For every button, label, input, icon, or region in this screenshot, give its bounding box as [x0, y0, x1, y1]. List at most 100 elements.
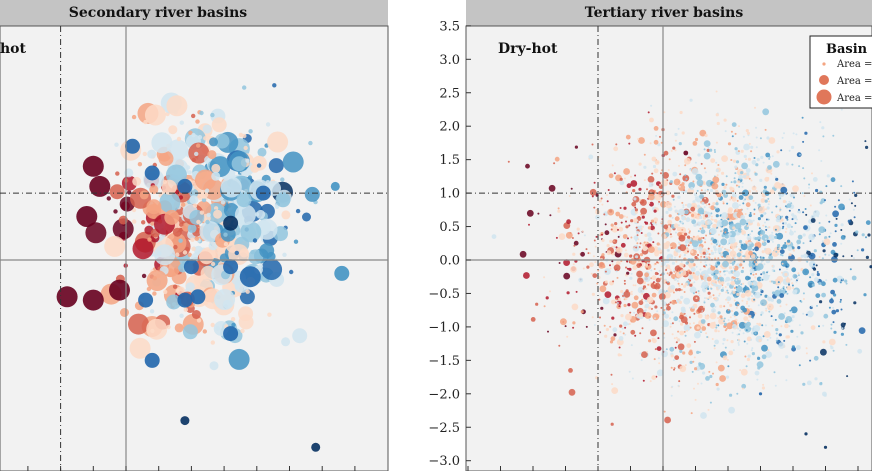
scatter-point: [626, 216, 629, 219]
scatter-point: [726, 282, 730, 286]
scatter-point: [282, 151, 304, 173]
scatter-point: [684, 180, 686, 183]
scatter-point: [654, 317, 656, 320]
scatter-point: [719, 275, 722, 278]
legend-title: Basin: [826, 42, 868, 57]
scatter-point: [726, 358, 729, 361]
scatter-point: [716, 121, 720, 126]
scatter-point: [680, 306, 686, 312]
scatter-point: [697, 292, 700, 295]
scatter-point: [663, 336, 666, 339]
scatter-point: [774, 384, 777, 387]
scatter-point: [706, 252, 709, 255]
scatter-point: [722, 355, 728, 361]
scatter-point: [771, 291, 776, 295]
scatter-point: [758, 206, 765, 214]
scatter-point: [805, 213, 808, 216]
scatter-point: [684, 334, 687, 337]
scatter-point: [661, 179, 669, 187]
scatter-point: [611, 387, 619, 394]
scatter-point: [220, 176, 242, 198]
scatter-point: [778, 333, 782, 337]
scatter-point: [816, 272, 820, 277]
scatter-point: [764, 324, 767, 327]
scatter-point: [733, 299, 736, 302]
scatter-point: [662, 320, 669, 328]
scatter-point: [623, 303, 627, 308]
scatter-point: [683, 297, 691, 305]
scatter-point: [723, 228, 729, 233]
scatter-point: [256, 209, 266, 219]
scatter-point: [644, 263, 649, 267]
scatter-point: [774, 289, 782, 297]
scatter-point: [741, 383, 747, 389]
scatter-point: [195, 169, 216, 191]
scatter-point: [250, 250, 255, 255]
scatter-point: [646, 232, 652, 238]
scatter-point: [770, 315, 773, 318]
scatter-point: [166, 294, 182, 310]
scatter-point: [673, 223, 679, 229]
scatter-point: [199, 210, 205, 215]
scatter-point: [682, 206, 685, 209]
scatter-point: [760, 278, 763, 280]
scatter-point: [692, 360, 695, 363]
scatter-point: [779, 249, 785, 255]
scatter-point: [826, 174, 830, 178]
scatter-point: [792, 273, 798, 279]
scatter-point: [604, 291, 612, 298]
scatter-point: [673, 251, 679, 257]
scatter-point: [617, 228, 619, 231]
scatter-point: [762, 383, 765, 386]
scatter-point: [768, 137, 776, 144]
scatter-point: [738, 195, 744, 200]
scatter-point: [653, 282, 656, 285]
scatter-point: [742, 282, 745, 285]
scatter-point: [724, 286, 727, 288]
scatter-point: [825, 279, 828, 282]
scatter-point: [651, 156, 657, 162]
scatter-point: [191, 113, 196, 119]
scatter-point: [832, 242, 837, 247]
scatter-point: [695, 252, 698, 255]
scatter-point: [710, 212, 713, 215]
scatter-point: [766, 239, 771, 243]
scatter-point: [757, 217, 762, 221]
scatter-point: [755, 126, 757, 129]
scatter-point: [748, 250, 753, 256]
scatter-point: [644, 309, 647, 312]
scatter-point: [717, 247, 723, 253]
scatter-point: [752, 281, 758, 286]
scatter-point: [663, 224, 669, 230]
scatter-point: [691, 213, 695, 217]
scatter-point: [692, 272, 695, 275]
scatter-point: [592, 273, 598, 278]
scatter-point: [778, 342, 785, 349]
scatter-point: [722, 202, 725, 205]
scatter-point: [721, 182, 725, 186]
scatter-point: [732, 322, 735, 325]
scatter-point: [858, 327, 866, 334]
scatter-point: [794, 289, 798, 293]
scatter-point: [643, 153, 646, 156]
scatter-point: [177, 178, 193, 194]
scatter-point: [791, 284, 794, 287]
scatter-point: [591, 195, 594, 198]
scatter-point: [757, 304, 760, 307]
scatter-point: [791, 145, 795, 149]
scatter-point: [694, 137, 699, 142]
scatter-point: [573, 240, 579, 246]
scatter-point: [735, 160, 740, 164]
scatter-point: [646, 262, 649, 264]
scatter-point: [302, 212, 311, 222]
scatter-point: [681, 270, 684, 273]
scatter-point: [175, 252, 180, 257]
scatter-point: [735, 285, 743, 293]
plot-area: [465, 25, 872, 471]
scatter-point: [747, 319, 750, 322]
scatter-point: [812, 267, 817, 271]
scatter-point: [654, 348, 657, 351]
scatter-point: [715, 90, 718, 93]
scatter-point: [689, 283, 693, 287]
scatter-point: [846, 375, 849, 378]
